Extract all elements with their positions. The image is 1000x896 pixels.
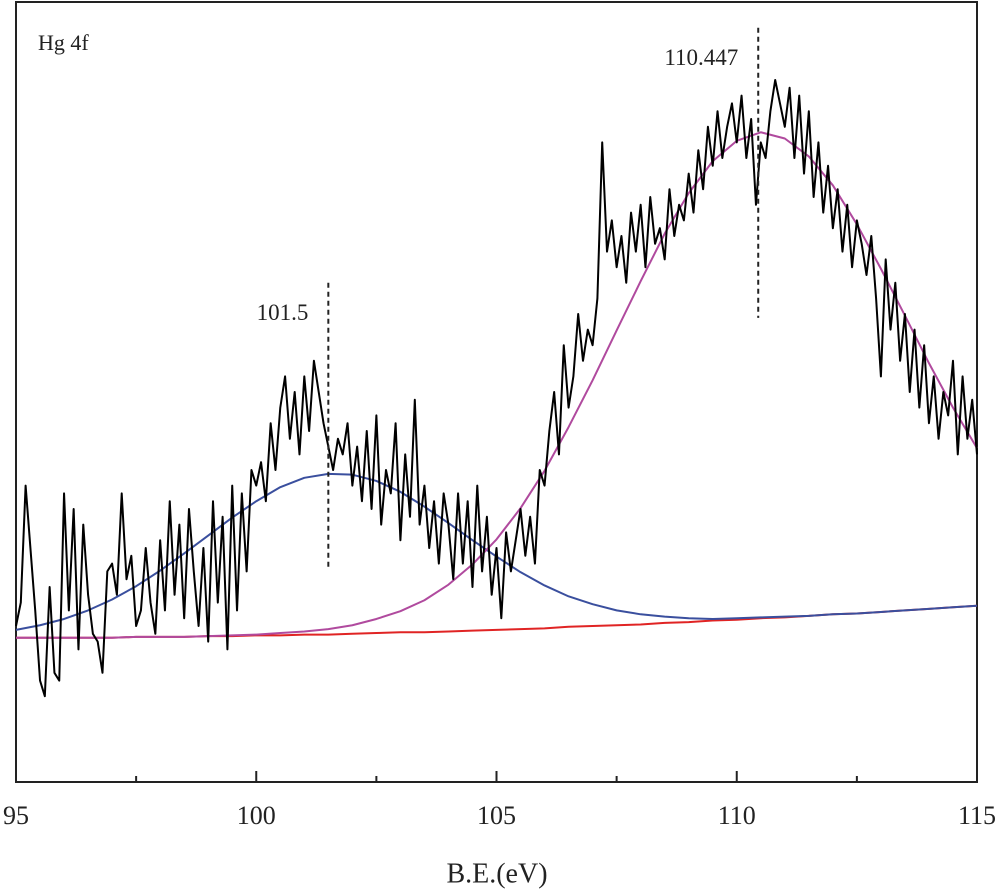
peak-label: 110.447: [664, 45, 738, 70]
peak-label: 101.5: [257, 300, 309, 325]
x-tick-label: 105: [477, 801, 516, 830]
data-line: [16, 604, 978, 639]
x-tick-label: 95: [3, 801, 29, 830]
plot-frame: [15, 1, 978, 783]
data-line: [15, 79, 978, 698]
x-tick-label: 115: [958, 801, 996, 830]
x-tick-label: 100: [237, 801, 276, 830]
x-axis-label: B.E.(eV): [446, 858, 547, 889]
chart-title: Hg 4f: [38, 30, 89, 55]
x-tick-label: 110: [718, 801, 756, 830]
